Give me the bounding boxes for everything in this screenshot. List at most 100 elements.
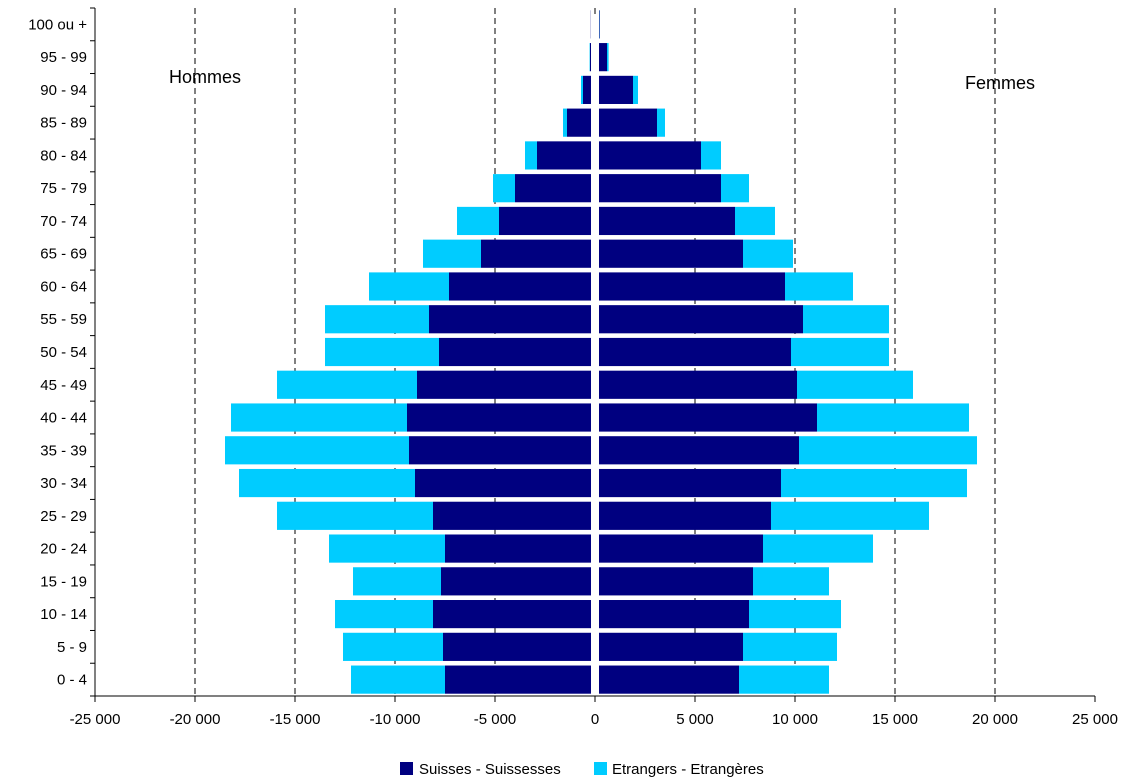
bar-femmes-suisses <box>599 436 799 465</box>
bar-femmes-etrangers <box>721 174 749 203</box>
bar-femmes-etrangers <box>781 468 967 498</box>
bar-femmes-suisses <box>599 600 749 629</box>
bar-hommes-etrangers <box>525 141 537 170</box>
bar-hommes-etrangers <box>351 665 445 694</box>
bar-hommes-suisses <box>409 436 591 465</box>
bar-femmes-suisses <box>599 108 657 137</box>
x-tick-label: 10 000 <box>772 711 818 728</box>
bar-hommes-suisses <box>417 370 591 399</box>
axes <box>90 7 1096 702</box>
bar-femmes-suisses <box>599 665 739 694</box>
bar-hommes-suisses <box>445 665 591 694</box>
legend-label-suisses: Suisses - Suissesses <box>419 761 561 778</box>
bar-hommes-etrangers <box>493 174 515 203</box>
bar-femmes-suisses <box>599 632 743 661</box>
bar-femmes-suisses <box>599 305 803 334</box>
bar-hommes-suisses <box>515 174 591 203</box>
y-tick-label: 10 - 14 <box>40 606 87 623</box>
bar-femmes-etrangers <box>701 141 721 170</box>
bar-femmes-etrangers <box>743 239 793 268</box>
bar-hommes-suisses <box>445 534 591 563</box>
bar-femmes-etrangers <box>657 108 665 137</box>
bar-hommes-suisses <box>583 75 591 104</box>
bar-hommes-suisses <box>439 337 591 367</box>
y-tick-label: 75 - 79 <box>40 180 87 197</box>
legend-swatch-etrangers <box>594 762 607 775</box>
bar-hommes-etrangers <box>325 337 439 367</box>
bar-hommes-suisses <box>481 239 591 268</box>
legend: Suisses - Suissesses Etrangers - Etrangè… <box>400 761 764 778</box>
y-axis-labels: 0 - 4 5 - 9 10 - 14 15 - 19 20 - 24 25 - 29 30… <box>28 16 87 688</box>
y-tick-label: 5 - 9 <box>57 639 87 656</box>
bar-hommes-suisses <box>449 272 591 301</box>
y-tick-label: 20 - 24 <box>40 541 87 558</box>
bar-femmes-suisses <box>599 174 721 203</box>
bar-femmes-etrangers <box>763 534 873 563</box>
y-tick-label: 100 ou + <box>28 16 87 33</box>
bar-femmes-etrangers <box>817 403 969 432</box>
bar-hommes-suisses <box>429 305 591 334</box>
bar-femmes-suisses <box>599 239 743 268</box>
y-tick-label: 35 - 39 <box>40 442 87 459</box>
bar-femmes-etrangers <box>785 272 853 301</box>
y-tick-label: 60 - 64 <box>40 278 87 295</box>
bar-hommes-suisses <box>433 600 591 629</box>
x-tick-label: 20 000 <box>972 711 1018 728</box>
x-tick-label: -5 000 <box>474 711 517 728</box>
y-tick-label: 50 - 54 <box>40 344 87 361</box>
bar-femmes-suisses <box>599 272 785 301</box>
bar-hommes-etrangers <box>423 239 481 268</box>
y-tick-label: 25 - 29 <box>40 508 87 525</box>
bar-femmes-suisses <box>599 206 735 236</box>
bar-femmes-suisses <box>599 567 753 596</box>
bar-hommes-suisses <box>441 567 591 596</box>
bar-hommes-etrangers <box>343 632 443 661</box>
bar-femmes-suisses <box>599 403 817 432</box>
x-tick-label: -15 000 <box>270 711 321 728</box>
bar-femmes-etrangers <box>799 436 977 465</box>
y-tick-label: 95 - 99 <box>40 49 87 66</box>
bar-femmes-etrangers <box>771 501 929 530</box>
bar-hommes-etrangers <box>277 501 433 530</box>
x-tick-label: 25 000 <box>1072 711 1118 728</box>
bar-hommes-etrangers <box>581 75 583 104</box>
bar-hommes-suisses <box>537 141 591 170</box>
y-tick-label: 0 - 4 <box>57 672 87 689</box>
x-tick-label: 5 000 <box>676 711 714 728</box>
bar-hommes-suisses <box>590 43 591 72</box>
bar-hommes-suisses <box>443 632 591 661</box>
y-tick-label: 45 - 49 <box>40 377 87 394</box>
x-tick-label: -10 000 <box>370 711 421 728</box>
bar-femmes-suisses <box>599 370 797 399</box>
bar-hommes-suisses <box>415 468 591 498</box>
bar-hommes-etrangers <box>231 403 407 432</box>
bar-femmes-etrangers <box>739 665 829 694</box>
bar-femmes-etrangers <box>607 43 609 72</box>
bars <box>225 10 977 694</box>
x-axis-labels: -25 000 -20 000 -15 000 -10 000 -5 000 0 5 000… <box>70 711 1118 728</box>
bar-femmes-etrangers <box>735 206 775 236</box>
bar-hommes-etrangers <box>329 534 445 563</box>
y-tick-label: 65 - 69 <box>40 246 87 263</box>
bar-femmes-etrangers <box>803 305 889 334</box>
x-tick-label: -20 000 <box>170 711 221 728</box>
bar-hommes-suisses <box>407 403 591 432</box>
y-tick-label: 90 - 94 <box>40 82 87 99</box>
y-tick-label: 70 - 74 <box>40 213 87 230</box>
bar-femmes-etrangers <box>753 567 829 596</box>
bar-hommes-suisses <box>433 501 591 530</box>
bar-femmes-etrangers <box>633 75 638 104</box>
bar-hommes-etrangers <box>277 370 417 399</box>
femmes-label: Femmes <box>965 73 1035 93</box>
bar-femmes-suisses <box>599 43 607 72</box>
y-tick-label: 55 - 59 <box>40 311 87 328</box>
bar-femmes-suisses <box>599 10 600 39</box>
bar-hommes-etrangers <box>457 206 499 236</box>
bar-hommes-suisses <box>499 206 591 236</box>
hommes-label: Hommes <box>169 67 241 87</box>
legend-label-etrangers: Etrangers - Etrangères <box>612 761 764 778</box>
bar-hommes-etrangers <box>335 600 433 629</box>
bar-femmes-etrangers <box>749 600 841 629</box>
y-tick-label: 30 - 34 <box>40 475 87 492</box>
